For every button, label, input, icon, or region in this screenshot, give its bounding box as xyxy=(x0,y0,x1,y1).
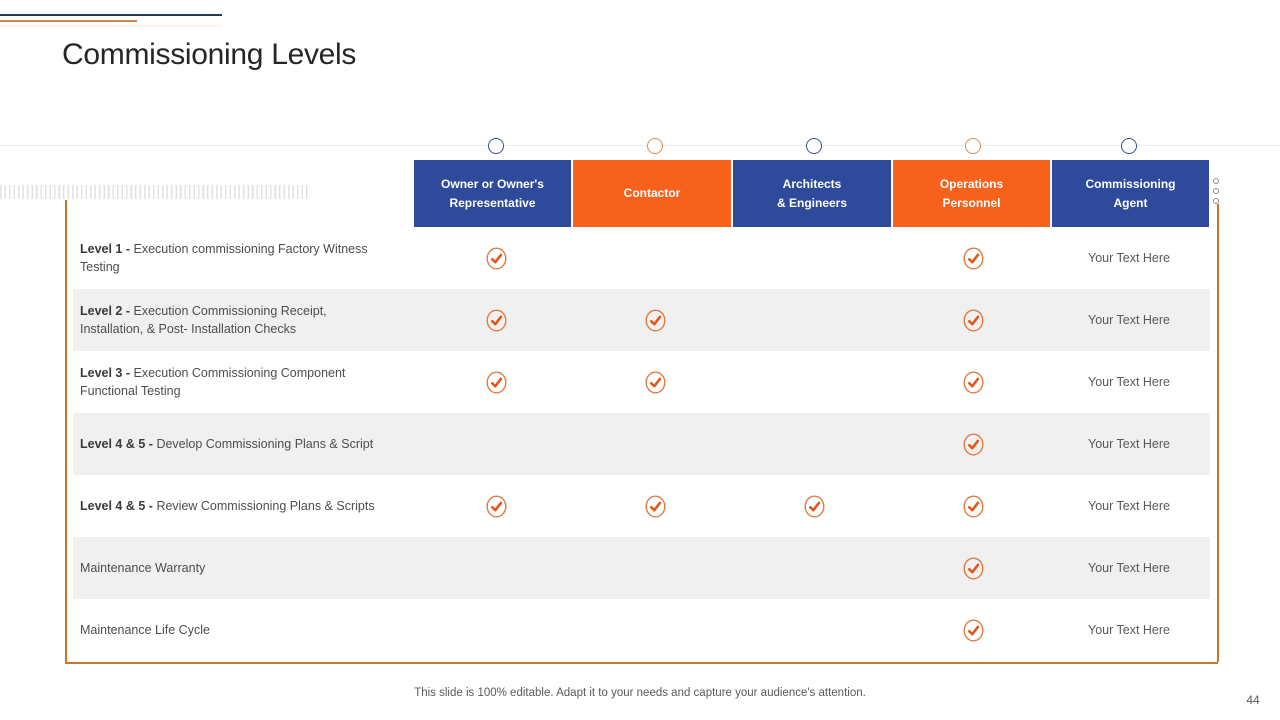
check-icon xyxy=(484,308,508,332)
dot-decoration xyxy=(1213,198,1219,204)
row-label-text: Maintenance Warranty xyxy=(80,561,206,575)
column-header-label: Representative xyxy=(449,195,536,210)
top-accent-line-cream xyxy=(0,25,222,27)
row-label-text: Maintenance Life Cycle xyxy=(80,623,210,637)
check-icon xyxy=(643,494,667,518)
column-header-owner: Owner or Owner's Representative xyxy=(414,160,571,227)
editable-note: This slide is 100% editable. Adapt it to… xyxy=(414,687,866,699)
row-label-bold: Level 2 - xyxy=(80,304,134,318)
check-icon xyxy=(961,246,985,270)
column-header-operations: Operations Personnel xyxy=(893,160,1050,227)
row-label-text: Execution commissioning Factory Witness … xyxy=(80,242,368,274)
column-marker-circle xyxy=(1121,138,1137,154)
table-row: Level 3 - Execution Commissioning Compon… xyxy=(73,351,1210,413)
row-label: Level 3 - Execution Commissioning Compon… xyxy=(80,364,380,400)
column-header-label: Contactor xyxy=(623,186,681,201)
row-label: Maintenance Life Cycle xyxy=(80,621,380,639)
column-header-label: Owner or Owner's xyxy=(441,176,544,191)
row-label-bold: Level 1 - xyxy=(80,242,134,256)
row-label: Level 4 & 5 - Develop Commissioning Plan… xyxy=(80,435,380,453)
check-icon xyxy=(484,494,508,518)
placeholder-text: Your Text Here xyxy=(1088,623,1170,637)
row-label-bold: Level 3 - xyxy=(80,366,134,380)
row-label: Level 4 & 5 - Review Commissioning Plans… xyxy=(80,497,380,515)
row-label-text: Execution Commissioning Receipt, Install… xyxy=(80,304,327,336)
check-icon xyxy=(484,246,508,270)
table-row: Level 1 - Execution commissioning Factor… xyxy=(73,227,1210,289)
column-marker-circle xyxy=(965,138,981,154)
column-header-contactor: Contactor xyxy=(573,160,731,227)
header-rule-line xyxy=(0,145,1280,146)
column-header-label: Operations xyxy=(939,176,1004,191)
top-accent-line-orange xyxy=(0,20,137,22)
check-icon xyxy=(961,370,985,394)
hatch-stripe-decoration xyxy=(0,185,310,199)
column-header-label: & Engineers xyxy=(776,195,848,210)
table-border-left xyxy=(65,200,67,662)
column-marker-circle xyxy=(488,138,504,154)
placeholder-text: Your Text Here xyxy=(1088,437,1170,451)
placeholder-text: Your Text Here xyxy=(1088,375,1170,389)
table-row: Level 4 & 5 - Review Commissioning Plans… xyxy=(73,475,1210,537)
top-accent-line-navy xyxy=(0,14,222,16)
check-icon xyxy=(961,432,985,456)
placeholder-text: Your Text Here xyxy=(1088,313,1170,327)
check-icon xyxy=(961,618,985,642)
row-label: Level 2 - Execution Commissioning Receip… xyxy=(80,302,380,338)
column-header-commissioning-agent: Commissioning Agent xyxy=(1052,160,1209,227)
dot-decoration xyxy=(1213,178,1219,184)
placeholder-text: Your Text Here xyxy=(1088,499,1170,513)
row-label-text: Review Commissioning Plans & Scripts xyxy=(156,499,375,513)
row-label-text: Execution Commissioning Component Functi… xyxy=(80,366,346,398)
column-header-label: Personnel xyxy=(942,195,1001,210)
row-label-bold: Level 4 & 5 - xyxy=(80,499,157,513)
page-number: 44 xyxy=(1246,693,1260,707)
table-row: Level 4 & 5 - Develop Commissioning Plan… xyxy=(73,413,1210,475)
check-icon xyxy=(961,308,985,332)
table-row: Maintenance Life Cycle Your Text Here xyxy=(73,599,1210,661)
row-label: Maintenance Warranty xyxy=(80,559,380,577)
check-icon xyxy=(961,556,985,580)
dot-decoration xyxy=(1213,188,1219,194)
table-row: Level 2 - Execution Commissioning Receip… xyxy=(73,289,1210,351)
column-header-label: Agent xyxy=(1113,195,1148,210)
row-label-text: Develop Commissioning Plans & Script xyxy=(156,437,374,451)
column-marker-circle xyxy=(647,138,663,154)
table-row: Maintenance Warranty Your Text Here xyxy=(73,537,1210,599)
check-icon xyxy=(802,494,826,518)
check-icon xyxy=(961,494,985,518)
check-icon xyxy=(643,308,667,332)
column-marker-circle xyxy=(806,138,822,154)
placeholder-text: Your Text Here xyxy=(1088,251,1170,265)
column-header-label: Commissioning xyxy=(1085,176,1176,191)
check-icon xyxy=(484,370,508,394)
row-label-bold: Level 4 & 5 - xyxy=(80,437,157,451)
table-border-right xyxy=(1217,204,1219,662)
check-icon xyxy=(643,370,667,394)
page-title: Commissioning Levels xyxy=(62,38,357,71)
column-header-label: Architects xyxy=(782,176,842,191)
placeholder-text: Your Text Here xyxy=(1088,561,1170,575)
column-header-architects: Architects & Engineers xyxy=(733,160,891,227)
table-border-bottom xyxy=(65,662,1218,664)
row-label: Level 1 - Execution commissioning Factor… xyxy=(80,240,380,276)
